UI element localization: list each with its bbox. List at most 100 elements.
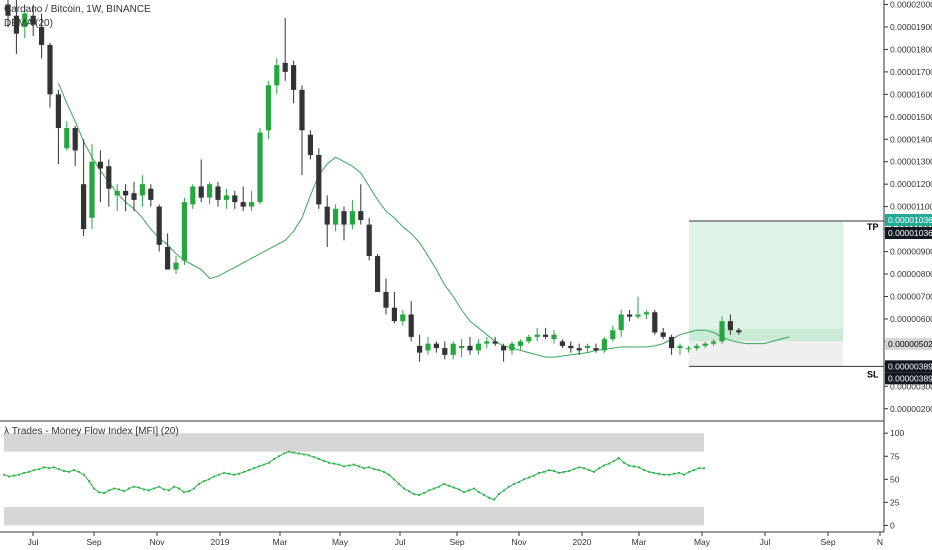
time-tick-label: Mar (632, 537, 647, 547)
stop-loss-price-tag (885, 372, 932, 385)
candle-body (72, 128, 78, 151)
candle-body (190, 186, 196, 205)
mfi-point (62, 469, 66, 473)
mfi-point (252, 467, 256, 470)
mfi-point (7, 475, 11, 478)
mfi-point (192, 487, 196, 490)
mfi-point (222, 471, 226, 474)
candle-body (282, 62, 288, 72)
candle-body (534, 334, 540, 337)
candle-body (131, 193, 137, 200)
take-profit-price-tag-text: 0.00001036 (888, 228, 932, 238)
stop-loss-zone[interactable] (689, 340, 843, 367)
dema-legend[interactable]: DEMA (20) (4, 18, 53, 29)
mfi-point (497, 492, 501, 496)
candle-body (13, 15, 19, 34)
candle-body (585, 345, 591, 349)
mfi-point (307, 454, 311, 457)
mfi-point (572, 468, 576, 471)
mfi-point (317, 457, 321, 461)
mfi-point (42, 466, 46, 469)
mfi-point (482, 493, 486, 497)
price-tick-label: 0.00001500 (890, 112, 932, 122)
symbol-legend[interactable]: Cardano / Bitcoin, 1W, BINANCE (4, 4, 151, 15)
mfi-point (597, 467, 601, 470)
price-tick-label: 0.00000200 (890, 404, 932, 414)
mfi-point (327, 461, 331, 464)
candle-body (484, 341, 490, 344)
candle-body (341, 211, 347, 225)
price-tick-label: 0.00001900 (890, 22, 932, 32)
mfi-point (217, 473, 221, 476)
mfi-point (577, 466, 581, 469)
take-profit-zone[interactable] (689, 221, 843, 341)
mfi-point (152, 487, 156, 490)
entry-band (689, 328, 843, 341)
candle-body (450, 343, 456, 355)
price-tick-label: 0.00001800 (890, 44, 932, 54)
candle-body (265, 85, 271, 131)
candle-body (568, 345, 574, 349)
mfi-point (557, 471, 561, 474)
mfi-point (137, 486, 141, 489)
mfi-point (212, 475, 216, 478)
mfi-point (702, 467, 706, 470)
candle-body (333, 208, 339, 225)
candle-body (610, 330, 616, 340)
candle-body (106, 166, 112, 189)
mfi-point (167, 489, 171, 492)
mfi-point (637, 466, 641, 469)
candle-body (576, 348, 582, 351)
mfi-point (172, 485, 176, 488)
mfi-band (4, 506, 704, 526)
mfi-point (412, 492, 416, 496)
mfi-point (647, 470, 651, 474)
candle-body (30, 15, 36, 25)
price-tick-label: 0.00001400 (890, 134, 932, 144)
time-tick-label: Nov (511, 537, 527, 547)
mfi-point (352, 463, 356, 466)
candle-body (467, 345, 473, 351)
mfi-point (437, 485, 441, 488)
candle-body (47, 44, 53, 95)
mfi-point (242, 470, 246, 474)
mfi-point (587, 468, 591, 472)
candle-body (669, 336, 675, 349)
mfi-point (347, 464, 351, 467)
candle-body (257, 132, 263, 203)
price-tick-label: 0.00000300 (890, 381, 932, 391)
candle-body (383, 291, 389, 308)
mfi-point (2, 473, 6, 476)
mfi-point (452, 486, 456, 489)
mfi-point (357, 465, 361, 468)
candle-body (5, 4, 11, 16)
mfi-tick-label: 75 (890, 451, 900, 461)
mfi-point (622, 461, 626, 464)
mfi-legend[interactable]: λ Trades - Money Flow Index [MFI] (20) (4, 426, 179, 437)
candle-body (551, 334, 557, 340)
mfi-point (22, 471, 26, 474)
mfi-point (487, 496, 491, 499)
mfi-point (642, 468, 646, 472)
candle-body (517, 341, 523, 346)
candle-body (425, 343, 431, 351)
mfi-point (472, 487, 476, 490)
candle-body (156, 206, 162, 245)
mfi-axis[interactable]: 100 75 50 25 0 (884, 428, 904, 530)
mfi-point (507, 485, 511, 488)
time-axis[interactable]: Jul Sep Nov 2019 Mar May Jul Sep Nov 2020 Mar May Ju… (28, 532, 884, 547)
mfi-point (142, 488, 146, 491)
price-tick-label: 0.00002000 (890, 0, 932, 9)
mfi-point (197, 482, 201, 486)
mfi-point (67, 470, 71, 474)
candle-body (501, 345, 507, 351)
candle-body (643, 312, 649, 315)
candle-body (433, 343, 439, 349)
time-tick-label: Nov (149, 537, 165, 547)
candle-body (249, 202, 255, 207)
mfi-point (312, 456, 316, 459)
sl-label: SL (867, 369, 879, 379)
candle-body (181, 202, 187, 261)
candle-body (349, 211, 355, 225)
